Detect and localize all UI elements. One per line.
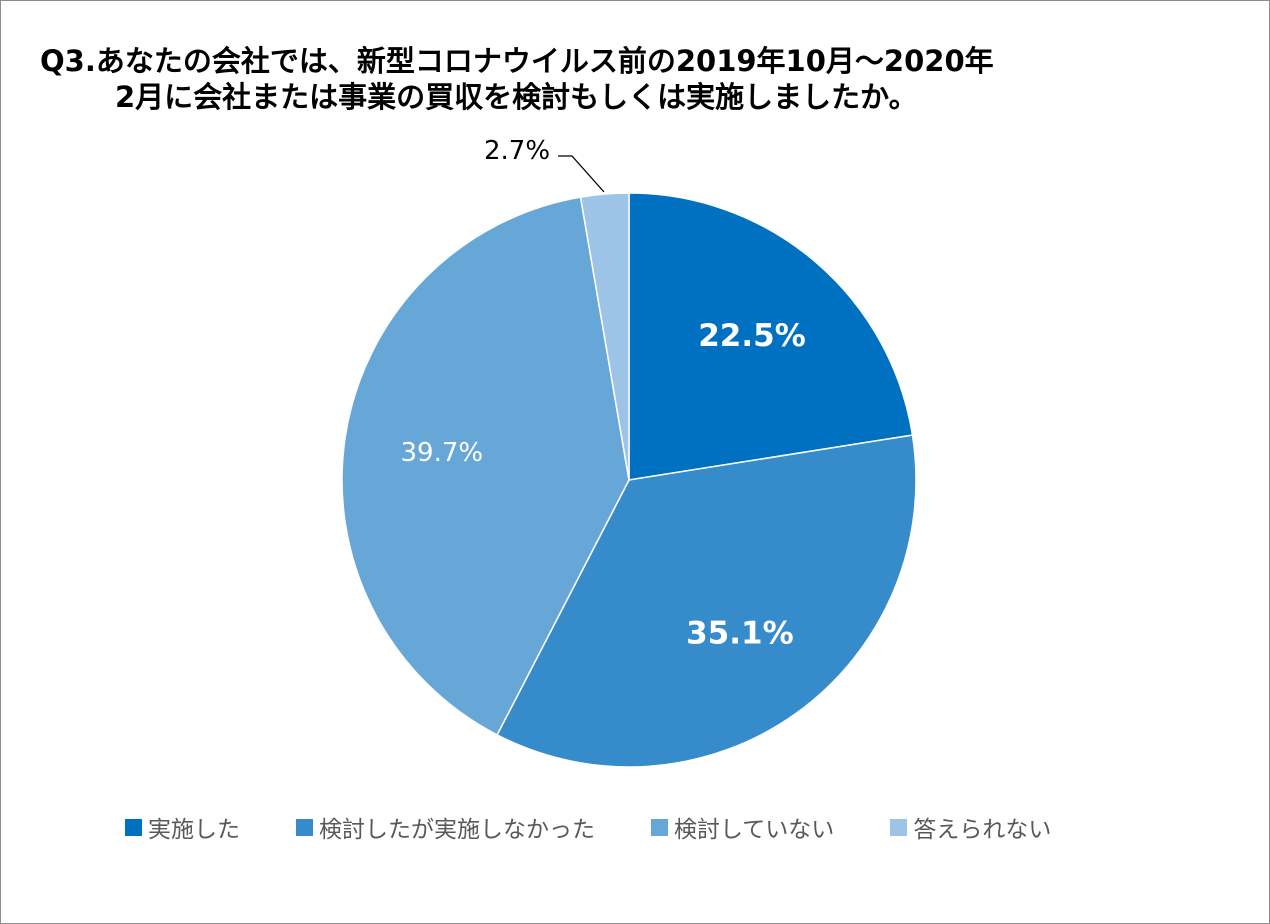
data-label: 35.1% — [686, 616, 794, 652]
legend-label: 答えられない — [913, 817, 1052, 843]
legend: 実施した 検討したが実施しなかった 検討していない 答えられない — [125, 810, 1107, 844]
chart-title-line-1: Q3.あなたの会社では、新型コロナウイルス前の2019年10月～2020年 — [40, 44, 994, 78]
data-label: 39.7% — [401, 438, 484, 468]
legend-swatch — [890, 818, 908, 836]
pie-slice — [628, 192, 914, 481]
legend-swatch — [296, 818, 313, 836]
legend-swatch — [125, 818, 142, 836]
leader-line — [558, 155, 605, 193]
legend-item: 答えられない — [890, 810, 1051, 844]
legend-item: 検討していない — [651, 810, 834, 844]
pie-slice — [579, 192, 630, 481]
chart-title-line-2: 2月に会社または事業の買収を検討もしくは実施しましたか。 — [115, 80, 918, 114]
legend-swatch — [651, 818, 668, 836]
pie-slice — [496, 434, 917, 768]
legend-item: 検討したが実施しなかった — [296, 810, 595, 844]
legend-item: 実施した — [125, 810, 240, 844]
legend-label: 検討していない — [674, 817, 835, 843]
data-label: 22.5% — [698, 318, 806, 354]
pie-slice — [341, 196, 630, 736]
data-label: 2.7% — [484, 136, 550, 166]
legend-label: 検討したが実施しなかった — [319, 817, 595, 843]
legend-label: 実施した — [148, 817, 240, 843]
